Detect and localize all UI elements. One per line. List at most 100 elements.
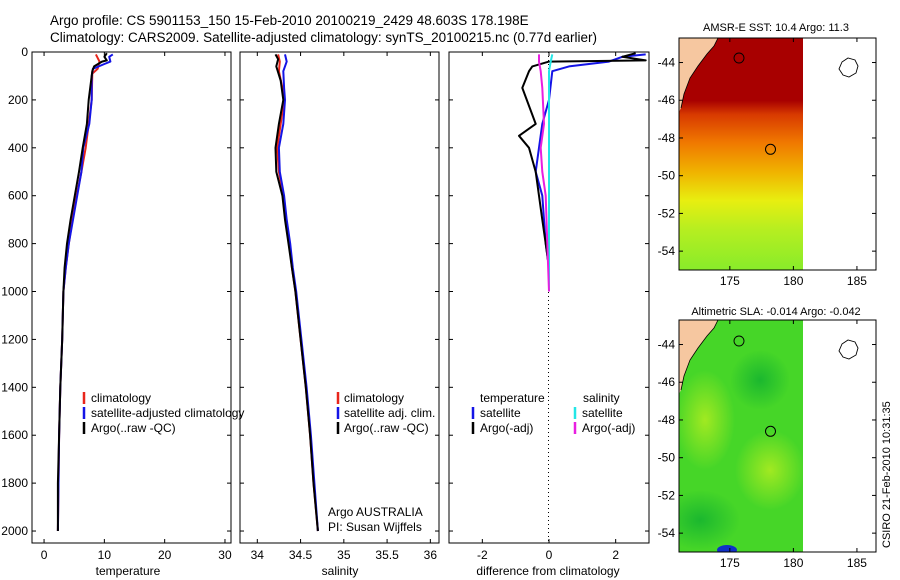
sla-map-axes (678, 319, 877, 553)
argo-position-marker (765, 143, 776, 155)
series-line-salinity-argo-adj (538, 54, 550, 292)
x-tick-label: 35 (337, 548, 351, 562)
salinity-xlabel: salinity (322, 564, 359, 578)
map-y-tick-label: -44 (658, 338, 676, 352)
temperature-xlabel: temperature (96, 564, 161, 578)
sla-anomaly-strong-low (717, 545, 737, 552)
annotation-pi: PI: Susan Wijffels (328, 520, 422, 534)
sla-no-data-region (803, 320, 876, 552)
sst-field (679, 38, 803, 270)
map-y-tick-label: -52 (658, 206, 676, 220)
island-marker (733, 52, 745, 64)
temperature-legend: climatology satellite-adjusted climatolo… (82, 391, 244, 435)
difference-xlabel: difference from climatology (476, 564, 619, 578)
y-tick-label: 1200 (1, 332, 28, 346)
y-tick-label: 2000 (1, 524, 28, 538)
argo-position-marker (765, 425, 776, 437)
map-x-tick-label: 175 (720, 274, 740, 288)
map-x-tick-label: 180 (783, 274, 803, 288)
y-tick-label: 1000 (1, 285, 28, 299)
sla-map-title: Altimetric SLA: -0.014 Argo: -0.042 (691, 306, 860, 318)
y-tick-label: 0 (21, 45, 28, 59)
y-tick-label: 1800 (1, 476, 28, 490)
series-line-salinity-satellite (548, 54, 554, 292)
x-tick-label: 35.5 (375, 548, 399, 562)
map-y-tick-label: -50 (658, 451, 676, 465)
map-y-tick-label: -52 (658, 488, 676, 502)
legend-label-climatology: climatology (91, 391, 151, 405)
map-y-tick-label: -46 (658, 93, 676, 107)
sla-anomaly-low (730, 350, 790, 410)
y-tick-label: 600 (8, 189, 28, 203)
csiro-timestamp: CSIRO 21-Feb-2010 10:31:35 (881, 401, 893, 548)
legend-label-sal-satellite: satellite (582, 406, 623, 420)
temperature-panel: 0 200 400 600 800 1000 1200 1400 1600 1800 2000 0 1… (1, 45, 244, 578)
temperature-axes (31, 51, 232, 544)
x-tick-label: 0 (546, 548, 553, 562)
salinity-panel: 34 34.5 35 35.5 36 salinity climatology sate… (239, 51, 440, 578)
sst-map-title: AMSR-E SST: 10.4 Argo: 11.3 (703, 22, 849, 34)
legend-label-climatology: climatology (344, 391, 404, 405)
map-y-tick-label: -44 (658, 56, 676, 70)
map-y-tick-label: -54 (658, 244, 676, 258)
y-tick-label: 800 (8, 237, 28, 251)
y-tick-label: 400 (8, 141, 28, 155)
sla-map-panel: Altimetric SLA: -0.014 Argo: -0.042 175 1… (658, 306, 877, 570)
series-line-temperature-argo-adj (518, 52, 647, 292)
figure-title-line2: Climatology: CARS2009. Satellite-adjuste… (50, 30, 597, 45)
series-line-argo-raw-qc (274, 53, 319, 532)
y-tick-label: 200 (8, 93, 28, 107)
legend-label-argo: Argo(..raw -QC) (91, 421, 176, 435)
x-tick-label: 10 (98, 548, 112, 562)
map-y-tick-label: -54 (658, 526, 676, 540)
annotation-argo-australia: Argo AUSTRALIA (328, 505, 423, 519)
x-tick-label: 0 (41, 548, 48, 562)
coastline (680, 38, 719, 109)
figure-title-line1: Argo profile: CS 5901153_150 15-Feb-2010… (50, 13, 529, 28)
map-x-tick-label: 175 (720, 556, 740, 570)
salinity-axes (239, 51, 440, 544)
legend-header-temperature: temperature (480, 391, 545, 405)
sla-anomaly-high (679, 370, 735, 470)
sst-no-data-region (803, 38, 876, 270)
sst-map-axes (678, 37, 877, 271)
land-new-zealand (679, 320, 718, 394)
x-tick-label: 36 (424, 548, 438, 562)
sla-anomaly-high (735, 430, 803, 510)
chatham-islands-outline (838, 339, 859, 360)
map-y-tick-label: -50 (658, 169, 676, 183)
x-tick-label: 30 (218, 548, 232, 562)
x-tick-label: 2 (612, 548, 619, 562)
legend-label-argo: Argo(..raw -QC) (344, 421, 429, 435)
legend-header-salinity: salinity (583, 391, 620, 405)
map-y-tick-label: -48 (658, 131, 676, 145)
difference-panel: -2 0 2 difference from climatology tempera… (448, 51, 650, 578)
legend-label-satellite: satellite-adjusted climatology (91, 406, 244, 420)
salinity-legend: climatology satellite adj. clim. Argo(..… (336, 391, 435, 435)
map-x-tick-label: 185 (847, 274, 867, 288)
series-line-argo-raw-qc (56, 52, 108, 531)
legend-label-sal-argo: Argo(-adj) (582, 421, 635, 435)
coastline (680, 320, 719, 391)
series-line-satellite-adjusted-climatology (56, 53, 114, 532)
legend-label-satellite: satellite adj. clim. (344, 406, 435, 420)
island-marker (733, 335, 745, 347)
x-tick-label: -2 (477, 548, 488, 562)
difference-legend: temperature salinity satellite Argo(-adj… (471, 391, 635, 435)
legend-label-temp-satellite: satellite (480, 406, 521, 420)
x-tick-label: 34.5 (289, 548, 313, 562)
map-x-tick-label: 180 (783, 556, 803, 570)
x-tick-label: 34 (251, 548, 265, 562)
x-tick-label: 20 (158, 548, 172, 562)
map-x-tick-label: 185 (847, 556, 867, 570)
map-y-tick-label: -46 (658, 375, 676, 389)
sla-anomaly-low (679, 490, 740, 550)
map-y-tick-label: -48 (658, 413, 676, 427)
y-tick-label: 1400 (1, 380, 28, 394)
y-tick-label: 1600 (1, 428, 28, 442)
series-line-temperature-satellite (534, 53, 646, 292)
legend-label-temp-argo: Argo(-adj) (480, 421, 533, 435)
chatham-islands-outline (838, 57, 859, 78)
land-new-zealand (679, 38, 718, 112)
